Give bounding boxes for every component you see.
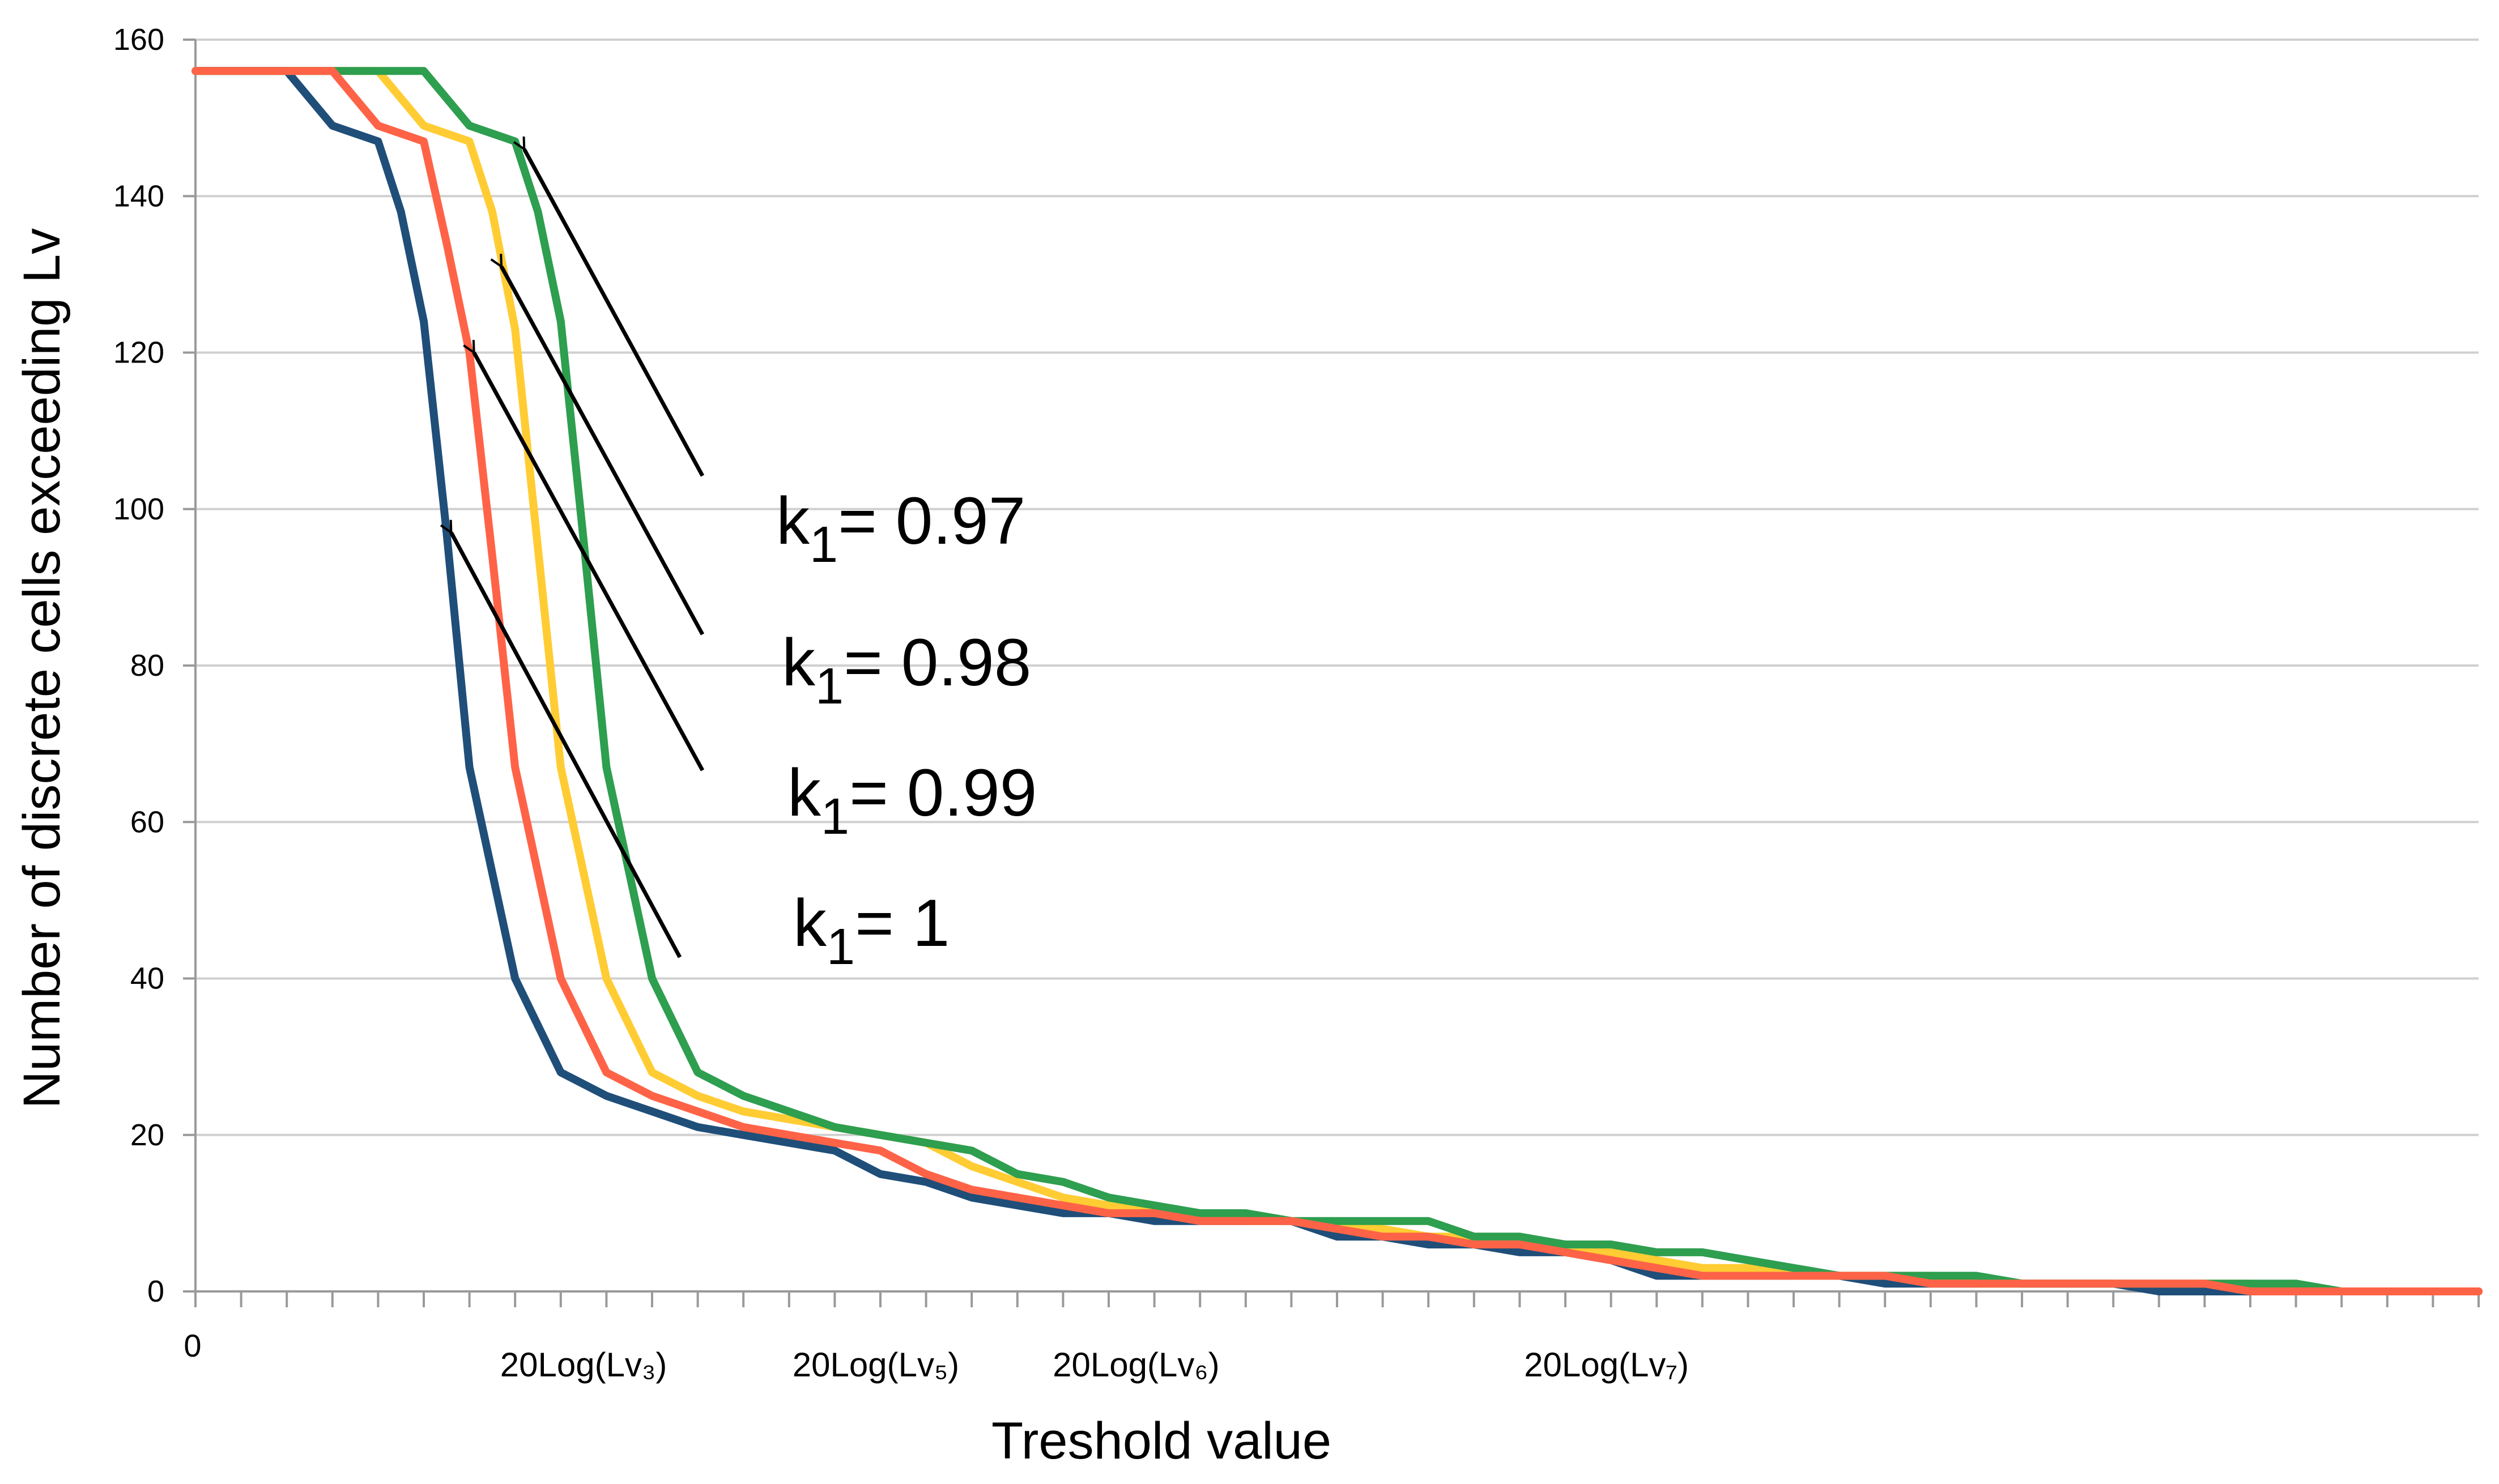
x-tick-label: 20Log(Lv₅) [793, 1346, 959, 1384]
series-layer [191, 67, 2483, 1295]
y-tick-label: 80 [130, 649, 164, 683]
series-line-k1-098 [191, 67, 2483, 1295]
annotation-label: k1= 0.99 [787, 756, 1037, 845]
x-axis-title: Treshold value [991, 1412, 1331, 1470]
annotation-label: k1= 1 [793, 886, 950, 975]
x-origin-tick-label: 0 [184, 1328, 201, 1363]
axis-layer: 0 20 40 60 80 100 120 140 160 20Log(Lv₃) 20Log(Lv₅… [113, 23, 2480, 1384]
y-tick-label: 20 [130, 1118, 164, 1152]
annotation-arrow [451, 532, 682, 958]
y-tick-label: 160 [113, 23, 164, 57]
series-line-k1-097 [191, 67, 2483, 1295]
annotation-arrow [524, 149, 705, 477]
series-line-k1-1 [191, 67, 2483, 1295]
y-tick-label: 120 [113, 336, 164, 370]
y-tick-label: 40 [130, 962, 164, 996]
y-tick-label: 100 [113, 492, 164, 526]
x-tick-label: 20Log(Lv₃) [500, 1346, 667, 1384]
y-tick-label: 0 [147, 1274, 164, 1308]
y-tick-label: 140 [113, 179, 164, 213]
annotation-layer: k1= 0.97 k1= 0.98 k1= 0.99 k1= 1 [451, 149, 1037, 975]
x-tick-label: 20Log(Lv₇) [1524, 1346, 1689, 1384]
x-tick-label: 20Log(Lv₆) [1053, 1346, 1219, 1384]
annotation-arrow [501, 267, 705, 636]
annotation-label: k1= 0.98 [782, 625, 1031, 715]
y-tick-label: 60 [130, 805, 164, 839]
annotation-label: k1= 0.97 [776, 484, 1025, 573]
y-axis-title: Number of discrete cells exceeding Lv [13, 228, 71, 1109]
label-layer: Number of discrete cells exceeding Lv Tr… [13, 228, 1331, 1470]
series-line-k1-099 [191, 67, 2483, 1295]
annotation-arrow [474, 353, 705, 771]
